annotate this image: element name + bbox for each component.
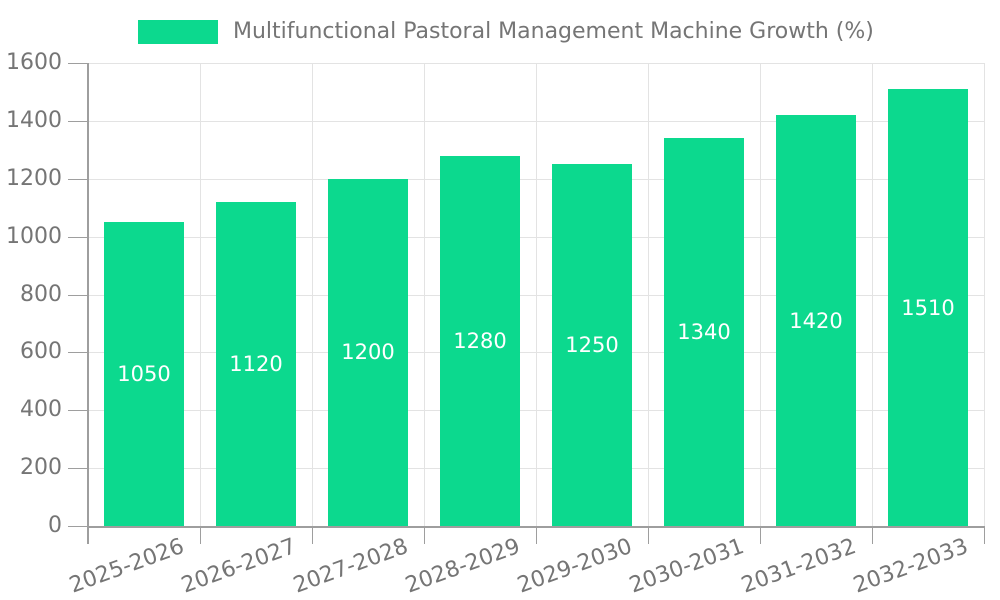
- x-axis-tick-label: 2026-2027: [178, 534, 300, 599]
- y-axis-tick-label: 0: [48, 513, 62, 538]
- x-gridline: [536, 63, 537, 526]
- bar: [440, 155, 520, 526]
- x-gridline: [200, 63, 201, 526]
- y-axis-tick-label: 1600: [6, 50, 62, 75]
- y-axis-tick-label: 1200: [6, 165, 62, 191]
- y-tick: [68, 526, 88, 527]
- bar: [328, 178, 408, 526]
- x-axis-tick-label: 2028-2029: [402, 534, 524, 599]
- y-tick: [68, 468, 88, 470]
- x-gridline: [872, 63, 873, 526]
- y-tick: [68, 352, 88, 354]
- bar: [776, 115, 856, 526]
- x-axis-tick-label: 2031-2032: [738, 534, 860, 599]
- legend-label: Multifunctional Pastoral Management Mach…: [233, 19, 874, 44]
- legend: Multifunctional Pastoral Management Mach…: [138, 19, 874, 44]
- x-tick: [200, 526, 201, 544]
- bar: [216, 201, 296, 526]
- x-tick: [872, 526, 873, 544]
- bar-value-label: 1050: [117, 362, 171, 387]
- x-gridline: [984, 63, 985, 526]
- x-axis-tick-label: 2030-2031: [626, 534, 748, 599]
- y-axis-tick-label: 1400: [6, 107, 62, 133]
- bar: [104, 222, 184, 526]
- y-axis-tick-label: 600: [20, 339, 62, 365]
- x-axis-tick-label: 2032-2033: [850, 534, 972, 599]
- x-axis-line: [88, 526, 984, 528]
- bar: [888, 89, 968, 526]
- bar-value-label: 1280: [453, 328, 507, 353]
- x-tick: [648, 526, 649, 544]
- x-tick: [984, 526, 985, 544]
- x-axis-tick-label: 2025-2026: [66, 534, 188, 599]
- x-axis-tick-label: 2029-2030: [514, 534, 636, 599]
- bar: [664, 138, 744, 526]
- y-tick: [68, 294, 88, 296]
- x-axis-tick-label: 2027-2028: [290, 534, 412, 599]
- bar-value-label: 1420: [789, 308, 843, 333]
- bar-value-label: 1200: [341, 340, 395, 365]
- y-tick: [68, 178, 88, 180]
- x-tick: [536, 526, 537, 544]
- x-tick: [760, 526, 761, 544]
- y-tick: [68, 120, 88, 122]
- y-axis-line: [87, 63, 89, 544]
- x-tick: [312, 526, 313, 544]
- legend-swatch: [138, 19, 218, 44]
- x-gridline: [760, 63, 761, 526]
- x-gridline: [424, 63, 425, 526]
- y-tick: [68, 63, 88, 64]
- x-gridline: [312, 63, 313, 526]
- x-tick: [424, 526, 425, 544]
- bar-value-label: 1250: [565, 333, 619, 358]
- y-tick: [68, 410, 88, 412]
- y-axis-tick-label: 800: [20, 281, 62, 307]
- bar: [552, 164, 632, 526]
- bar-value-label: 1510: [901, 295, 955, 320]
- bar-value-label: 1340: [677, 320, 731, 345]
- y-axis-tick-label: 400: [20, 397, 62, 423]
- y-axis-tick-label: 200: [20, 455, 62, 481]
- y-tick: [68, 236, 88, 238]
- y-axis-tick-label: 1000: [6, 223, 62, 249]
- x-gridline: [648, 63, 649, 526]
- bar-value-label: 1120: [229, 351, 283, 376]
